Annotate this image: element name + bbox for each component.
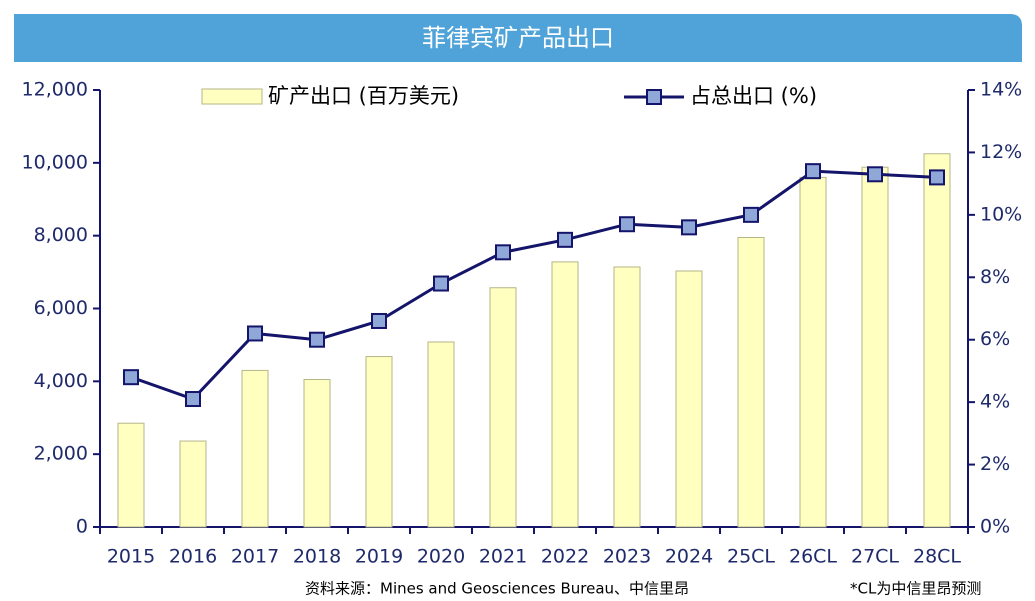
x-tick-label: 2017 — [231, 546, 279, 568]
x-tick-label: 2022 — [541, 546, 589, 568]
marker — [867, 166, 883, 183]
marker — [929, 169, 945, 186]
marker — [123, 369, 139, 386]
legend-label: 矿产出口 (百万美元) — [268, 84, 459, 108]
forecast-note: *CL为中信里昂预测 — [850, 580, 981, 598]
x-tick-label: 28CL — [913, 546, 961, 568]
bar — [241, 369, 269, 528]
bar — [675, 270, 703, 528]
bar — [365, 356, 393, 528]
bar — [799, 176, 827, 528]
marker — [805, 163, 821, 180]
bar — [861, 166, 889, 528]
marker — [371, 312, 387, 329]
marker — [495, 244, 511, 261]
bar — [303, 379, 331, 528]
y2-tick-label: 8% — [980, 266, 1010, 288]
marker — [185, 391, 201, 408]
bar — [427, 341, 455, 528]
marker — [619, 216, 635, 233]
y2-tick-label: 12% — [980, 141, 1022, 163]
source-note: 资料来源：Mines and Geosciences Bureau、中信里昂 — [305, 580, 689, 598]
marker — [743, 206, 759, 223]
x-tick-label: 2016 — [169, 546, 217, 568]
x-tick-label: 2018 — [293, 546, 341, 568]
x-tick-label: 2023 — [603, 546, 651, 568]
y2-tick-label: 6% — [980, 328, 1010, 350]
x-tick-label: 2021 — [479, 546, 527, 568]
bar — [489, 287, 517, 528]
y2-tick-label: 14% — [980, 79, 1022, 101]
marker — [247, 325, 263, 342]
y-tick-label: 6,000 — [34, 297, 88, 319]
y-tick-label: 10,000 — [22, 151, 88, 173]
marker — [557, 231, 573, 248]
legend-swatch — [201, 88, 263, 105]
x-tick-label: 26CL — [789, 546, 837, 568]
y-tick-label: 0 — [76, 516, 88, 538]
x-tick-label: 2020 — [417, 546, 465, 568]
y2-tick-label: 0% — [980, 516, 1010, 538]
y-tick-label: 8,000 — [34, 224, 88, 246]
y2-tick-label: 10% — [980, 203, 1022, 225]
bar — [117, 422, 145, 528]
x-tick-label: 2024 — [665, 546, 713, 568]
legend-label: 占总出口 (%) — [690, 84, 817, 108]
y2-tick-label: 2% — [980, 453, 1010, 475]
x-tick-label: 27CL — [851, 546, 899, 568]
bar — [613, 266, 641, 528]
marker — [433, 275, 449, 292]
bar — [551, 261, 579, 528]
bar — [737, 236, 765, 528]
legend-marker — [646, 89, 662, 105]
y-tick-label: 4,000 — [34, 370, 88, 392]
marker — [681, 219, 697, 236]
x-tick-label: 2019 — [355, 546, 403, 568]
x-tick-label: 2015 — [107, 546, 155, 568]
y-tick-label: 2,000 — [34, 443, 88, 465]
bar — [179, 440, 207, 528]
chart-title: 菲律宾矿产品出口 — [422, 24, 614, 52]
marker — [309, 331, 325, 348]
y-tick-label: 12,000 — [22, 79, 88, 101]
y2-tick-label: 4% — [980, 391, 1010, 413]
line — [130, 169, 938, 401]
bar — [923, 153, 951, 528]
title-bar — [14, 14, 1022, 62]
x-tick-label: 25CL — [727, 546, 775, 568]
